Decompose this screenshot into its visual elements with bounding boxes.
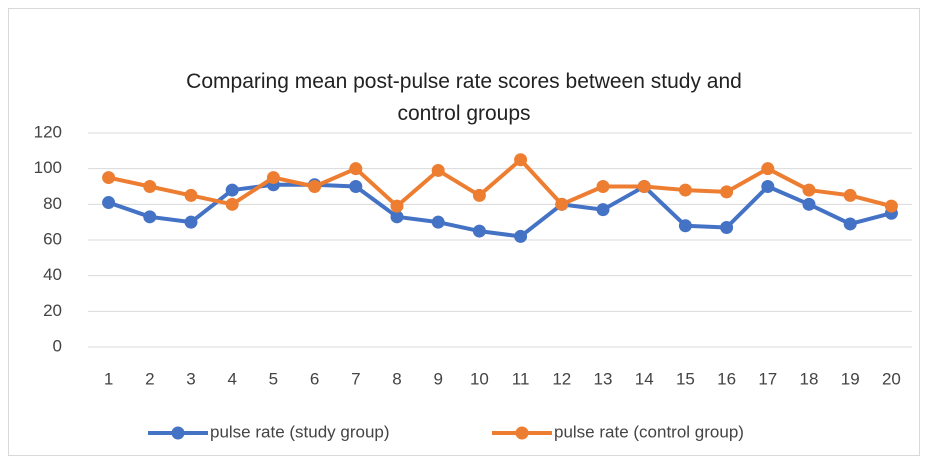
x-tick-label: 2 (145, 369, 154, 388)
data-point (596, 203, 610, 217)
data-point (802, 183, 816, 197)
chart-border (8, 8, 920, 456)
x-tick-label: 5 (269, 369, 278, 388)
data-point (102, 196, 116, 210)
data-point (761, 180, 775, 193)
data-point (761, 162, 775, 176)
data-point (225, 197, 239, 211)
x-tick-label: 16 (717, 369, 736, 388)
data-point (431, 215, 445, 229)
y-tick-label: 60 (43, 229, 62, 248)
data-point (472, 188, 486, 202)
y-tick-label: 100 (34, 158, 62, 177)
data-point (720, 221, 734, 235)
data-point (143, 180, 157, 193)
x-tick-label: 17 (758, 369, 777, 388)
data-point (225, 183, 239, 197)
x-tick-label: 11 (512, 369, 530, 388)
data-point (843, 217, 857, 231)
x-tick-label: 15 (676, 369, 695, 388)
legend-label: pulse rate (study group) (210, 422, 390, 441)
x-tick-label: 3 (186, 369, 195, 388)
y-tick-label: 0 (53, 336, 62, 355)
data-point (390, 210, 404, 224)
y-tick-label: 20 (43, 301, 62, 320)
data-point (678, 219, 692, 233)
x-tick-label: 6 (310, 369, 319, 388)
data-point (514, 229, 528, 243)
x-tick-label: 9 (433, 369, 442, 388)
data-point (884, 199, 898, 213)
x-tick-label: 14 (635, 369, 654, 388)
x-tick-label: 1 (104, 369, 113, 388)
data-point (637, 180, 651, 193)
chart-title: Comparing mean post-pulse rate scores be… (186, 70, 742, 125)
x-tick-label: 13 (594, 369, 613, 388)
data-point (431, 163, 445, 177)
data-point (390, 199, 404, 213)
legend-label: pulse rate (control group) (554, 422, 744, 441)
x-tick-label: 19 (841, 369, 860, 388)
legend-marker (515, 426, 529, 440)
data-point (596, 180, 610, 193)
y-tick-label: 120 (34, 122, 62, 141)
x-tick-label: 8 (392, 369, 401, 388)
data-point (184, 215, 198, 229)
data-point (802, 197, 816, 211)
y-tick-label: 40 (43, 265, 62, 284)
data-point (555, 197, 569, 211)
x-tick-label: 4 (227, 369, 236, 388)
data-point (308, 180, 322, 193)
x-tick-label: 20 (882, 369, 901, 388)
data-point (514, 153, 528, 167)
data-point (720, 185, 734, 199)
x-tick-label: 12 (552, 369, 571, 388)
data-point (349, 162, 363, 176)
data-point (678, 183, 692, 197)
data-point (143, 210, 157, 224)
data-point (843, 188, 857, 202)
x-tick-label: 18 (800, 369, 819, 388)
data-point (472, 224, 486, 238)
y-tick-label: 80 (43, 194, 62, 213)
data-point (184, 188, 198, 202)
series-line (108, 157, 892, 209)
series-line (107, 182, 892, 239)
data-point (266, 171, 280, 185)
legend-marker (171, 426, 185, 440)
data-point (349, 180, 363, 193)
data-point (102, 171, 116, 185)
x-tick-label: 7 (351, 369, 360, 388)
x-tick-label: 10 (470, 369, 489, 388)
